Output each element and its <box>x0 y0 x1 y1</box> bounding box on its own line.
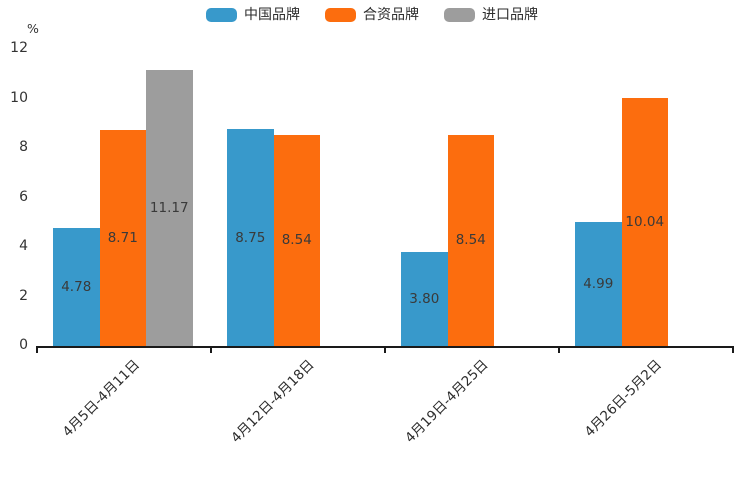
bar-合资品牌-4月12日-4月18日 <box>273 134 320 346</box>
legend-label: 合资品牌 <box>363 7 419 23</box>
x-category-label: 4月26日-5月2日 <box>581 356 666 441</box>
y-tick-label: 8 <box>19 139 28 155</box>
bar-中国品牌-4月12日-4月18日 <box>227 129 274 346</box>
bar-中国品牌-4月19日-4月25日 <box>401 251 448 346</box>
legend: 中国品牌 合资品牌 进口品牌 <box>206 8 538 22</box>
y-tick-label: 0 <box>19 337 28 353</box>
bar-中国品牌-4月5日-4月11日 <box>53 227 100 346</box>
bar-value-label: 8.71 <box>107 230 138 247</box>
bar-合资品牌-4月5日-4月11日 <box>99 130 146 346</box>
y-tick-label: 12 <box>10 40 28 56</box>
legend-swatch-icon <box>325 8 356 22</box>
y-tick-label: 6 <box>19 188 28 205</box>
x-category-label: 4月19日-4月25日 <box>401 356 492 447</box>
x-category-label: 4月5日-4月11日 <box>59 356 144 441</box>
legend-label: 进口品牌 <box>482 7 538 23</box>
bar-value-label: 8.54 <box>281 232 312 249</box>
bar-进口品牌-4月5日-4月11日 <box>146 69 193 346</box>
legend-swatch-icon <box>444 8 475 22</box>
legend-item: 中国品牌 <box>206 8 300 22</box>
x-tick-mark <box>558 346 560 353</box>
legend-label: 中国品牌 <box>244 7 300 23</box>
bar-value-label: 3.80 <box>409 290 440 307</box>
legend-item: 进口品牌 <box>444 8 538 22</box>
bar-中国品牌-4月26日-5月2日 <box>575 222 622 346</box>
bar-value-label: 8.75 <box>235 229 266 246</box>
legend-swatch-icon <box>206 8 237 22</box>
bar-value-label: 4.99 <box>583 276 614 293</box>
bar-合资品牌-4月19日-4月25日 <box>447 134 494 346</box>
x-category-label: 4月12日-4月18日 <box>227 356 318 447</box>
x-tick-mark <box>732 346 734 353</box>
y-tick-label: 4 <box>19 238 28 254</box>
legend-item: 合资品牌 <box>325 8 419 22</box>
bar-value-label: 10.04 <box>625 213 665 230</box>
y-tick-label: 2 <box>19 287 28 304</box>
x-tick-mark <box>210 346 212 353</box>
x-tick-mark <box>36 346 38 353</box>
bar-value-label: 4.78 <box>61 278 92 295</box>
y-axis-unit-label: % <box>27 21 39 36</box>
x-tick-mark <box>384 346 386 353</box>
bar-合资品牌-4月26日-5月2日 <box>621 97 668 346</box>
y-tick-label: 10 <box>10 89 28 106</box>
bar-value-label: 11.17 <box>149 199 189 216</box>
bar-value-label: 8.54 <box>455 232 486 249</box>
